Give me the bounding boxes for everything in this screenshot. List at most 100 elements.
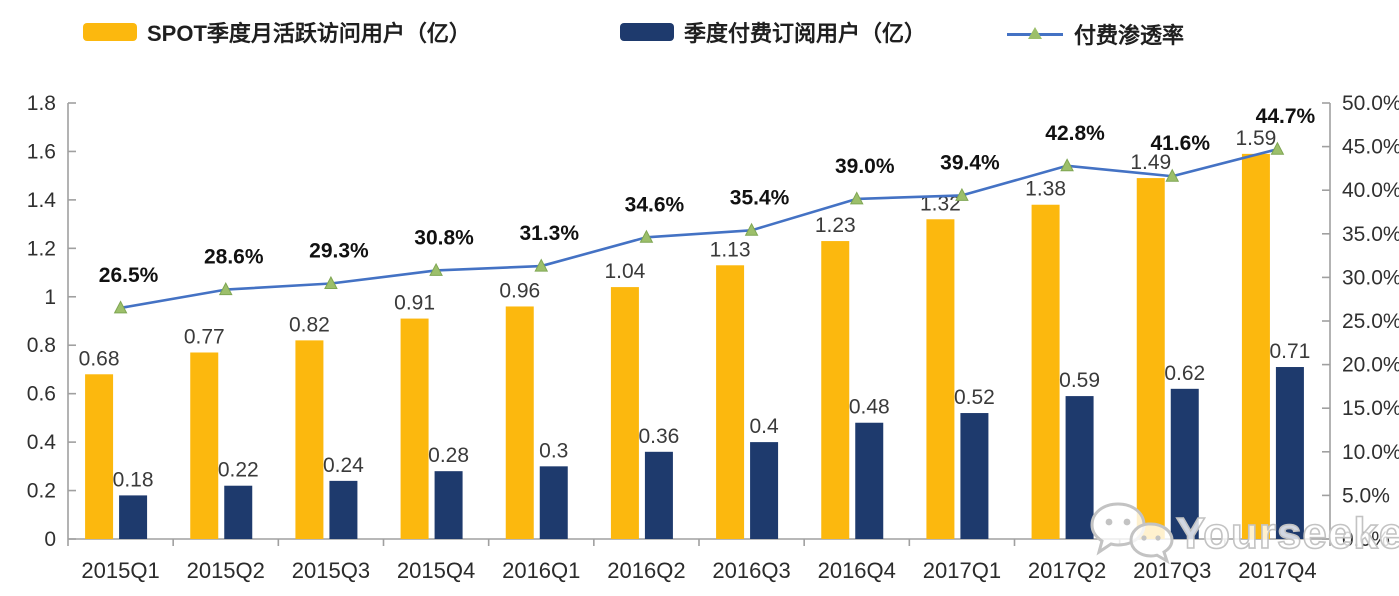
penetration-label: 29.3% <box>309 240 369 263</box>
bar-subscribers-2015Q2 <box>224 485 253 539</box>
legend-swatch-mau <box>83 23 137 41</box>
subscriber-value-label: 0.71 <box>1269 340 1310 363</box>
left-axis-tick-label: 0.8 <box>27 334 56 357</box>
right-axis-tick-label: 30.0% <box>1342 266 1399 289</box>
x-axis-label: 2016Q2 <box>607 558 685 583</box>
mau-value-label: 1.23 <box>815 214 856 237</box>
triangle-marker <box>1270 141 1285 155</box>
triangle-marker <box>1165 168 1180 182</box>
left-axis-tick-label: 1.2 <box>27 237 56 260</box>
triangle-marker <box>849 191 864 205</box>
mau-value-label: 0.96 <box>499 279 540 302</box>
triangle-marker <box>1060 158 1074 172</box>
bar-subscribers-2015Q4 <box>434 471 463 539</box>
bar-mau-2015Q4 <box>400 318 429 539</box>
left-axis-tick-label: 0.2 <box>27 480 56 503</box>
bar-subscribers-2017Q2 <box>1065 396 1094 539</box>
mau-value-label: 1.32 <box>920 192 961 215</box>
legend-swatch-subscribers <box>620 23 674 41</box>
bar-mau-2015Q3 <box>295 340 324 539</box>
x-axis-label: 2017Q1 <box>923 558 1001 583</box>
bar-subscribers-2017Q3 <box>1170 388 1199 539</box>
legend-label-mau: SPOT季度月活跃访问用户（亿） <box>147 21 471 46</box>
bar-subscribers-2017Q1 <box>960 413 989 539</box>
left-axis-tick-label: 0.6 <box>27 383 56 406</box>
x-axis-label: 2015Q1 <box>81 558 159 583</box>
x-axis-label: 2015Q3 <box>292 558 370 583</box>
penetration-label: 44.7% <box>1256 105 1316 128</box>
left-axis-tick-label: 0.4 <box>27 431 57 454</box>
triangle-marker <box>113 300 128 314</box>
bar-mau-2017Q4 <box>1241 153 1270 539</box>
subscriber-value-label: 0.3 <box>539 439 568 462</box>
right-axis-tick-label: 5.0% <box>1342 484 1390 507</box>
subscriber-value-label: 0.62 <box>1164 362 1205 385</box>
mau-value-label: 1.49 <box>1130 151 1171 174</box>
subscriber-value-label: 0.28 <box>428 444 469 467</box>
subscriber-value-label: 0.4 <box>749 415 779 438</box>
triangle-marker <box>534 258 549 272</box>
left-axis-tick-label: 1 <box>44 286 56 309</box>
subscriber-value-label: 0.22 <box>218 459 259 482</box>
legend-item-mau: SPOT季度月活跃访问用户（亿） <box>83 16 471 48</box>
bar-mau-2017Q1 <box>926 219 955 539</box>
penetration-label: 39.4% <box>940 151 1000 174</box>
left-axis-tick-label: 1.4 <box>27 189 57 212</box>
right-axis-tick-label: 0.0% <box>1342 528 1390 551</box>
left-axis-tick-label: 1.8 <box>27 92 56 115</box>
penetration-label: 31.3% <box>519 222 579 245</box>
subscriber-value-label: 0.24 <box>323 454 364 477</box>
triangle-marker <box>324 275 338 290</box>
bar-subscribers-2017Q4 <box>1275 367 1304 539</box>
legend-item-penetration: 付费渗透率 <box>1007 18 1184 50</box>
x-axis-label: 2017Q2 <box>1028 558 1106 583</box>
bar-subscribers-2016Q4 <box>855 422 884 539</box>
penetration-label: 30.8% <box>414 226 474 249</box>
bar-mau-2016Q3 <box>716 265 745 539</box>
mau-value-label: 0.77 <box>184 325 225 348</box>
penetration-label: 34.6% <box>625 193 685 216</box>
triangle-marker <box>218 282 233 296</box>
bar-subscribers-2015Q3 <box>329 480 358 539</box>
subscriber-value-label: 0.48 <box>849 396 890 419</box>
bar-subscribers-2016Q1 <box>539 466 568 539</box>
x-axis-label: 2015Q4 <box>397 558 475 583</box>
right-axis-tick-label: 10.0% <box>1342 441 1399 464</box>
x-axis-label: 2017Q3 <box>1133 558 1211 583</box>
penetration-label: 41.6% <box>1150 132 1210 155</box>
legend-item-subscribers: 季度付费订阅用户（亿） <box>620 16 926 48</box>
right-axis-tick-label: 40.0% <box>1342 179 1399 202</box>
right-axis-tick-label: 45.0% <box>1342 136 1399 159</box>
mau-value-label: 1.59 <box>1235 127 1276 150</box>
bar-mau-2016Q4 <box>821 241 850 540</box>
mau-value-label: 1.04 <box>604 260 645 283</box>
right-axis-tick-label: 20.0% <box>1342 354 1399 377</box>
subscriber-value-label: 0.52 <box>954 386 995 409</box>
legend-label-subscribers: 季度付费订阅用户（亿） <box>684 21 927 46</box>
subscriber-value-label: 0.36 <box>638 425 679 448</box>
triangle-marker <box>744 222 759 236</box>
right-axis-tick-label: 25.0% <box>1342 310 1399 333</box>
triangle-marker <box>955 187 969 201</box>
x-axis-label: 2015Q2 <box>187 558 265 583</box>
x-axis-label: 2017Q4 <box>1238 558 1316 583</box>
bar-mau-2016Q2 <box>610 287 639 539</box>
penetration-line <box>120 147 1278 310</box>
penetration-label: 26.5% <box>99 264 159 287</box>
penetration-label: 35.4% <box>730 186 790 209</box>
left-axis-tick-label: 1.6 <box>27 140 56 163</box>
bar-mau-2017Q2 <box>1031 204 1060 539</box>
penetration-label: 42.8% <box>1045 122 1105 145</box>
left-axis-tick-label: 0 <box>44 528 56 551</box>
legend-triangle-marker-icon <box>1028 27 1042 39</box>
triangle-marker <box>639 229 654 243</box>
legend-label-penetration: 付费渗透率 <box>1074 23 1185 48</box>
bar-mau-2017Q3 <box>1136 178 1165 540</box>
penetration-label: 28.6% <box>204 246 264 269</box>
mau-value-label: 1.38 <box>1025 178 1066 201</box>
bar-subscribers-2015Q1 <box>119 495 148 539</box>
bar-subscribers-2016Q3 <box>750 442 779 539</box>
right-axis-tick-label: 50.0% <box>1342 92 1399 115</box>
